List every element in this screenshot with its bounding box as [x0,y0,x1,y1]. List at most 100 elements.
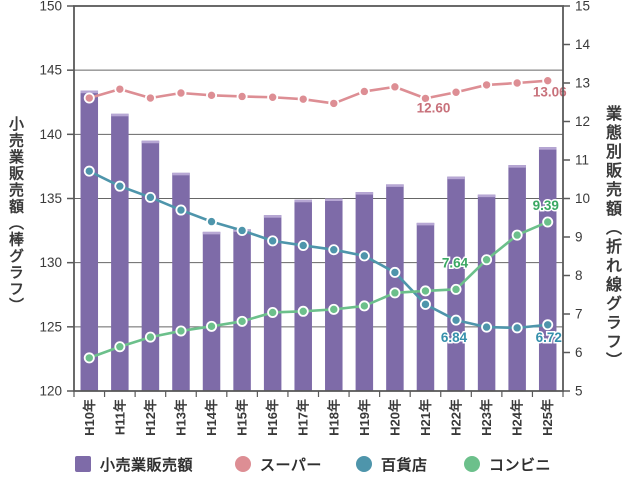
point-スーパー-H17年 [297,93,309,105]
point-スーパー-H23年 [481,79,493,91]
point-百貨店-H10年 [83,165,95,177]
value-label-百貨店-6.72: 6.72 [536,330,562,345]
x-label-H13年: H13年 [173,399,188,436]
point-コンビニ-H21年 [419,285,431,297]
legend-item-百貨店: 百貨店 [356,450,428,478]
bar-cap-H16年 [263,215,282,218]
point-スーパー-H12年 [144,92,156,104]
point-百貨店-H25年 [542,319,554,331]
right-tick-label: 10 [575,191,590,206]
x-label-H25年: H25年 [540,399,555,436]
right-tick-label: 8 [575,268,583,283]
right-tick-label: 15 [575,0,590,14]
point-百貨店-H21年 [419,298,431,310]
point-百貨店-H24年 [511,322,523,334]
point-コンビニ-H18年 [328,303,340,315]
point-百貨店-H12年 [144,191,156,203]
bar-H17年 [294,199,312,391]
bar-cap-H19年 [355,192,374,195]
left-tick-label: 130 [39,255,62,270]
left-axis-title: 小売業販売額（棒グラフ） [7,116,24,314]
bar-cap-H10年 [80,90,99,94]
left-tick-label: 135 [39,191,62,206]
legend-item-小売業販売額: 小売業販売額 [75,450,193,478]
point-コンビニ-H22年 [450,283,462,295]
legend-label: コンビニ [489,456,552,474]
point-コンビニ-H19年 [358,300,370,312]
left-tick-label: 145 [39,63,62,78]
point-スーパー-H20年 [389,81,401,93]
x-label-H10年: H10年 [82,399,97,436]
x-label-H17年: H17年 [296,399,311,436]
legend-marker-circle [464,456,480,472]
point-コンビニ-H24年 [511,229,523,241]
x-label-H19年: H19年 [357,399,372,436]
bar-cap-H21年 [416,222,435,226]
bar-H25年 [538,147,557,391]
value-label-スーパー-12.60: 12.60 [417,100,451,115]
point-コンビニ-H13年 [175,325,187,337]
point-スーパー-H13年 [175,87,187,99]
right-tick-label: 5 [575,384,583,399]
x-label-H24年: H24年 [510,399,525,436]
right-tick-label: 14 [575,37,591,52]
right-axis-title: 業態別販売額（折れ線グラフ） [603,105,620,371]
bar-H19年 [355,192,374,391]
point-百貨店-H20年 [389,266,401,278]
bar-H12年 [141,140,160,391]
point-百貨店-H15年 [236,224,248,236]
bar-H22年 [447,176,465,391]
point-スーパー-H21年 [419,92,431,104]
point-スーパー-H10年 [83,92,95,104]
legend-label: 百貨店 [381,456,428,474]
x-label-H14年: H14年 [204,399,219,436]
right-tick-label: 12 [575,114,590,129]
bar-H18年 [325,198,343,391]
right-tick-label: 7 [575,307,583,322]
bar-H14年 [202,231,221,391]
point-百貨店-H23年 [481,321,493,333]
bar-cap-H24年 [508,165,526,168]
x-label-H21年: H21年 [418,399,433,436]
left-tick-label: 140 [39,127,62,142]
value-label-スーパー-13.06: 13.06 [533,85,567,100]
right-tick-label: 6 [575,345,583,360]
bar-cap-H13年 [172,172,190,176]
x-label-H11年: H11年 [112,399,127,435]
point-コンビニ-H25年 [542,216,554,228]
bar-H16年 [263,215,282,391]
x-label-H16年: H16年 [265,399,280,436]
legend-item-コンビニ: コンビニ [464,450,551,478]
point-百貨店-H19年 [358,250,370,262]
value-label-百貨店-6.84: 6.84 [441,330,468,345]
value-label-コンビニ-9.39: 9.39 [533,198,559,213]
point-コンビニ-H17年 [297,305,309,317]
bar-H23年 [477,194,496,391]
point-スーパー-H16年 [267,91,279,103]
bar-cap-H23年 [477,194,496,198]
bar-cap-H20年 [386,184,404,187]
point-スーパー-H11年 [114,83,126,95]
bar-cap-H11年 [111,113,129,117]
point-百貨店-H16年 [267,235,279,247]
line-スーパー [88,79,548,105]
bar-H10年 [80,90,99,391]
point-コンビニ-H15年 [236,315,248,327]
x-label-H23年: H23年 [479,399,494,436]
point-コンビニ-H20年 [389,287,401,299]
legend-marker-square [75,456,91,472]
line-コンビニ [88,220,549,360]
point-コンビニ-H11年 [114,341,126,353]
point-百貨店-H22年 [450,314,462,326]
bar-cap-H18年 [325,198,343,201]
point-百貨店-H13年 [175,204,187,216]
point-百貨店-H18年 [328,244,340,256]
point-スーパー-H18年 [328,97,340,109]
point-百貨店-H11年 [114,180,126,192]
point-コンビニ-H12年 [144,331,156,343]
bar-cap-H22年 [447,176,465,180]
point-スーパー-H14年 [206,89,218,101]
left-tick-label: 120 [39,384,62,399]
bar-cap-H25年 [538,147,557,150]
point-スーパー-H25年 [542,75,554,87]
